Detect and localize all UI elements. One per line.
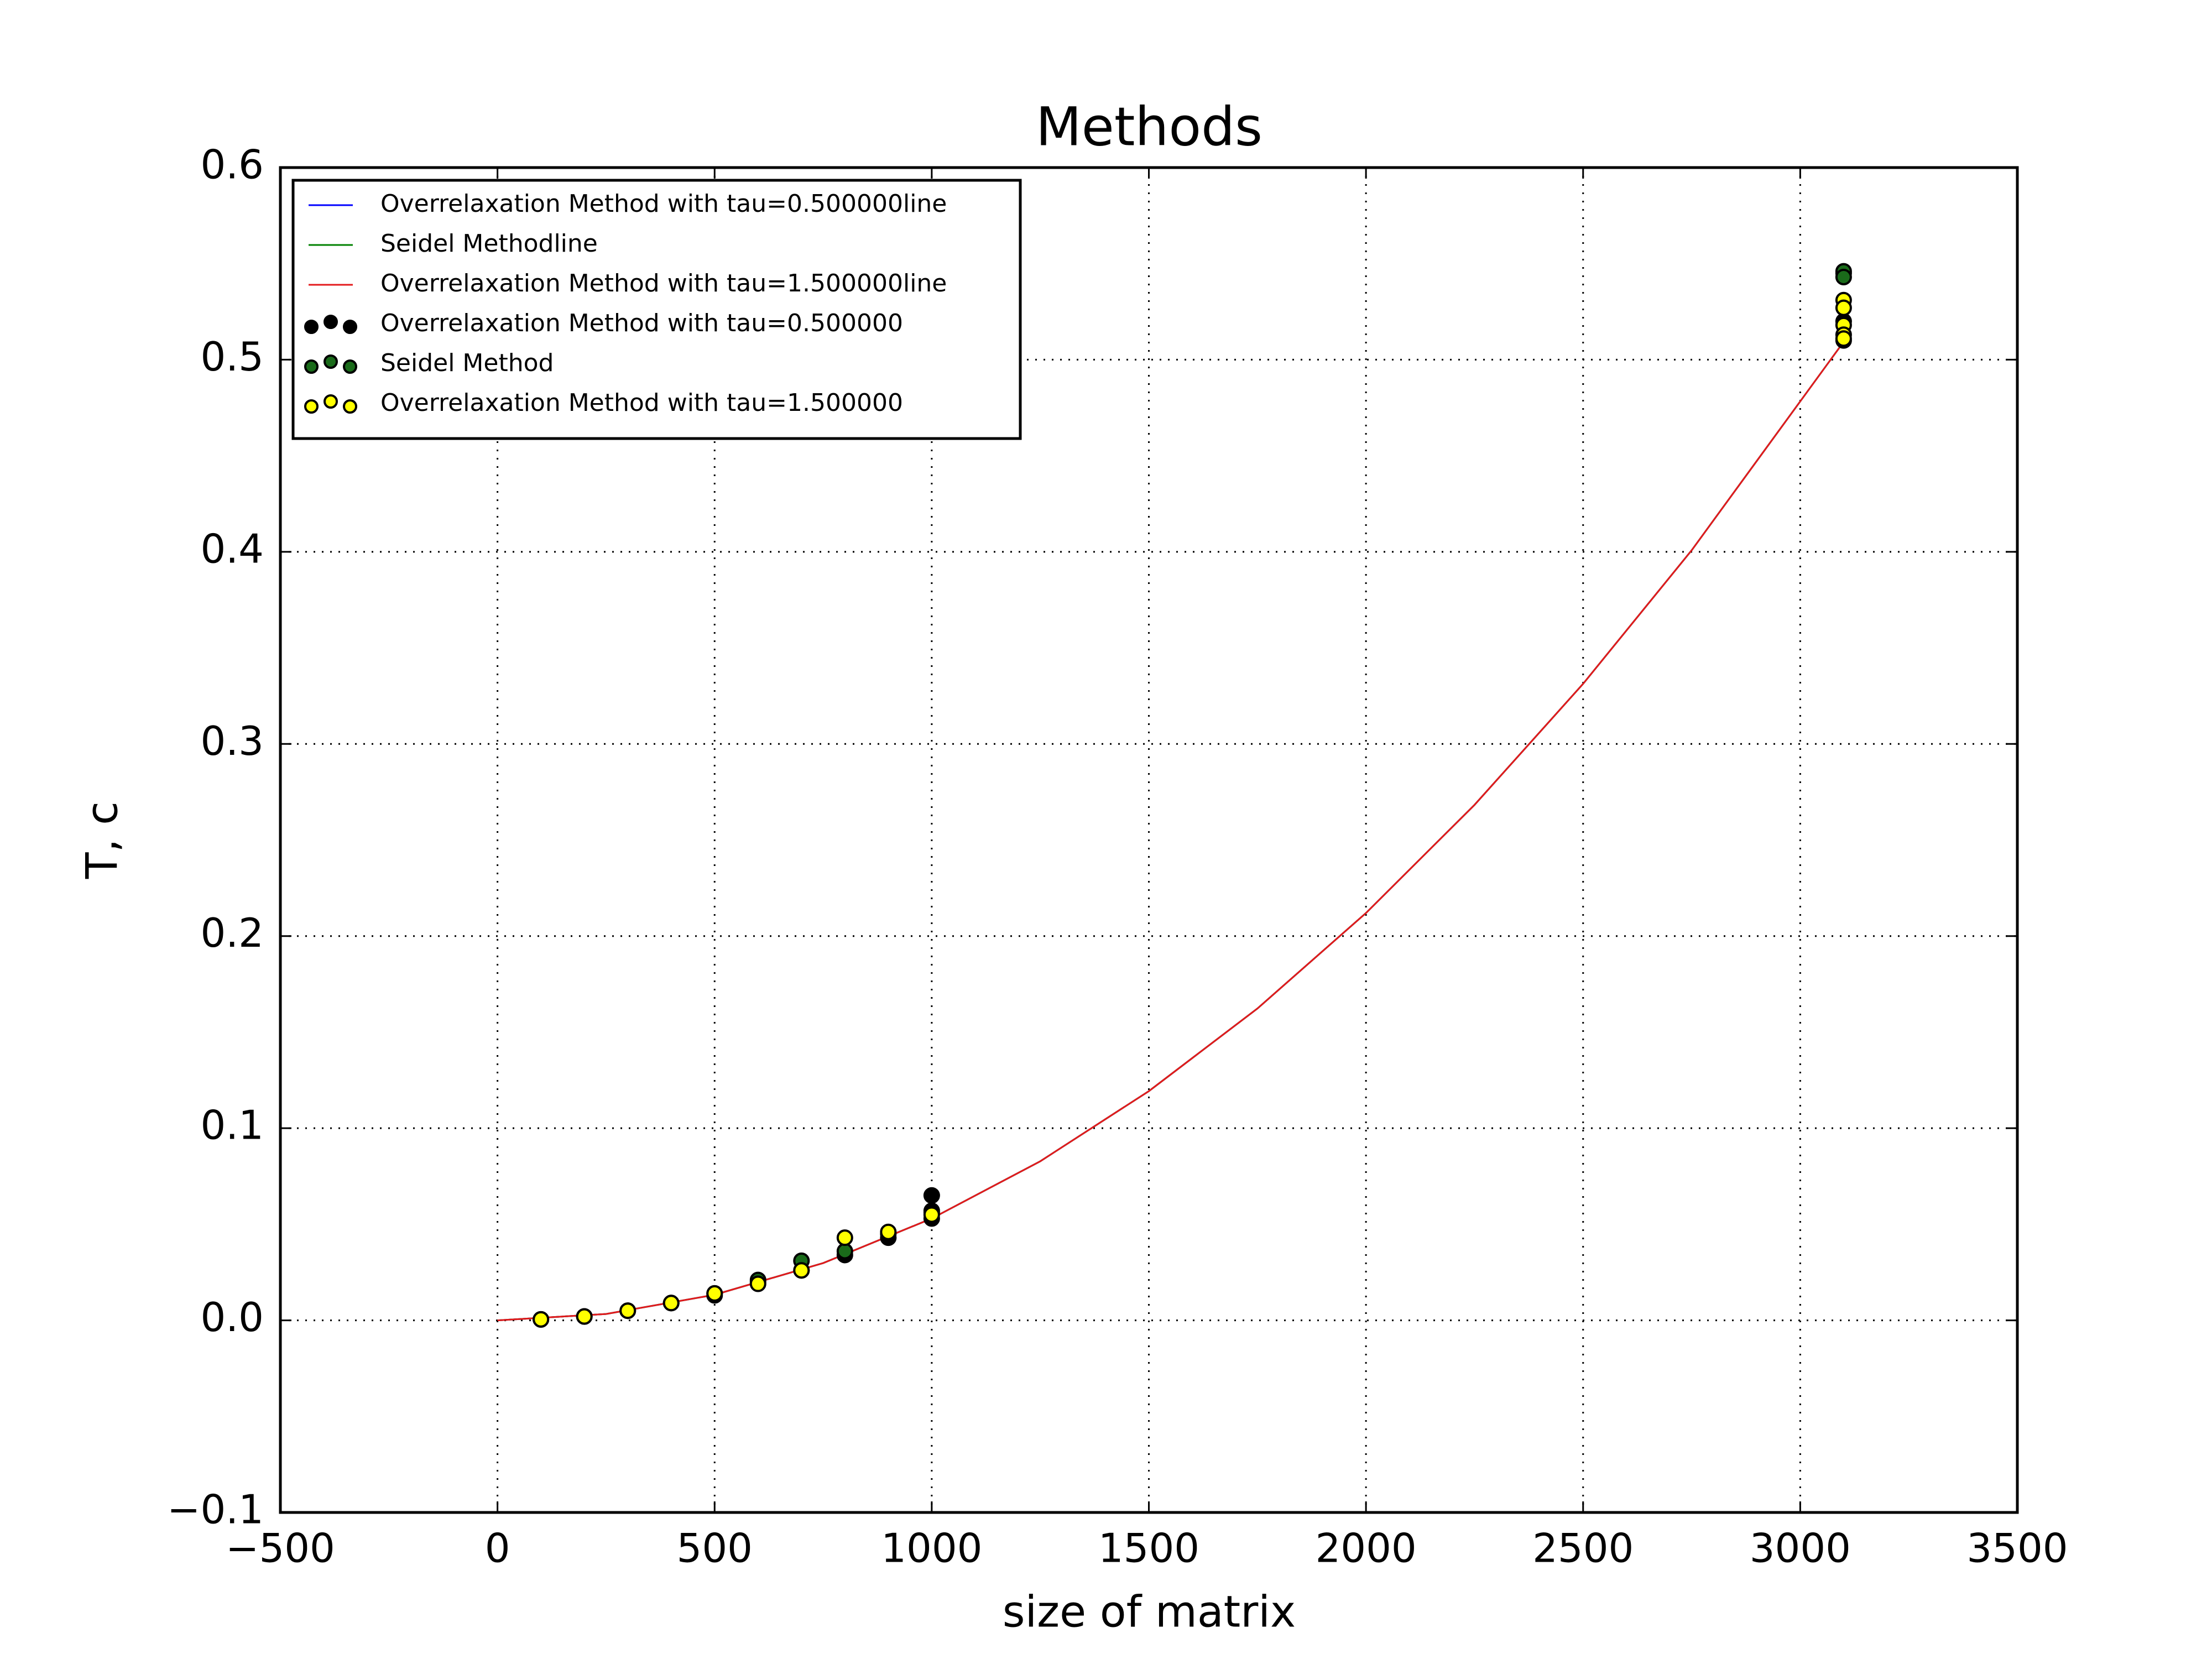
legend-swatch <box>343 320 357 334</box>
point <box>576 1308 593 1325</box>
legend-box <box>291 179 1022 440</box>
legend: Overrelaxation Method with tau=0.500000l… <box>291 179 1022 440</box>
chart-title: Methods <box>1036 96 1262 158</box>
point <box>923 1187 940 1204</box>
x-tick-label: −500 <box>226 1525 335 1572</box>
y-tick-label: −0.1 <box>167 1486 264 1533</box>
point <box>836 1229 853 1246</box>
point <box>619 1302 637 1319</box>
y-tick-label: 0.6 <box>200 142 264 188</box>
y-tick-label: 0.3 <box>200 718 264 764</box>
y-tick-label: 0.4 <box>200 525 264 572</box>
point <box>836 1243 853 1260</box>
x-tick-label: 0 <box>485 1525 510 1572</box>
point <box>749 1275 766 1292</box>
point <box>793 1262 810 1279</box>
legend-swatch <box>324 394 338 409</box>
x-tick-label: 3000 <box>1750 1525 1851 1572</box>
y-tick-label: 0.0 <box>200 1294 264 1340</box>
y-axis-label: T, c <box>77 801 127 879</box>
legend-swatch <box>304 359 319 374</box>
y-tick-label: 0.2 <box>200 910 264 956</box>
x-tick-label: 3500 <box>1966 1525 2068 1572</box>
y-tick-label: 0.5 <box>200 333 264 380</box>
x-tick-label: 500 <box>677 1525 753 1572</box>
legend-label: Overrelaxation Method with tau=1.500000 <box>380 389 903 417</box>
legend-label: Overrelaxation Method with tau=0.500000 <box>380 309 903 337</box>
x-tick-label: 1000 <box>881 1525 982 1572</box>
legend-label: Overrelaxation Method with tau=1.500000l… <box>380 269 947 298</box>
legend-label: Seidel Methodline <box>380 229 598 258</box>
point <box>706 1285 723 1302</box>
point <box>662 1295 680 1312</box>
x-tick-label: 2000 <box>1316 1525 1417 1572</box>
point <box>923 1206 940 1223</box>
plot-frame <box>279 166 2019 1514</box>
y-tick-label: 0.1 <box>200 1102 264 1149</box>
legend-swatch <box>343 399 357 414</box>
legend-swatch <box>304 320 319 334</box>
x-tick-label: 1500 <box>1098 1525 1199 1572</box>
point <box>1835 269 1852 286</box>
legend-swatch <box>343 359 357 374</box>
point <box>1835 299 1852 316</box>
point <box>880 1223 897 1240</box>
point <box>533 1311 550 1328</box>
legend-swatch <box>324 315 338 329</box>
legend-label: Overrelaxation Method with tau=0.500000l… <box>380 190 947 218</box>
legend-swatch <box>324 354 338 369</box>
point <box>1835 330 1852 347</box>
x-axis-label: size of matrix <box>1003 1587 1296 1637</box>
legend-swatch <box>304 399 319 414</box>
x-tick-label: 2500 <box>1532 1525 1634 1572</box>
legend-label: Seidel Method <box>380 349 554 377</box>
